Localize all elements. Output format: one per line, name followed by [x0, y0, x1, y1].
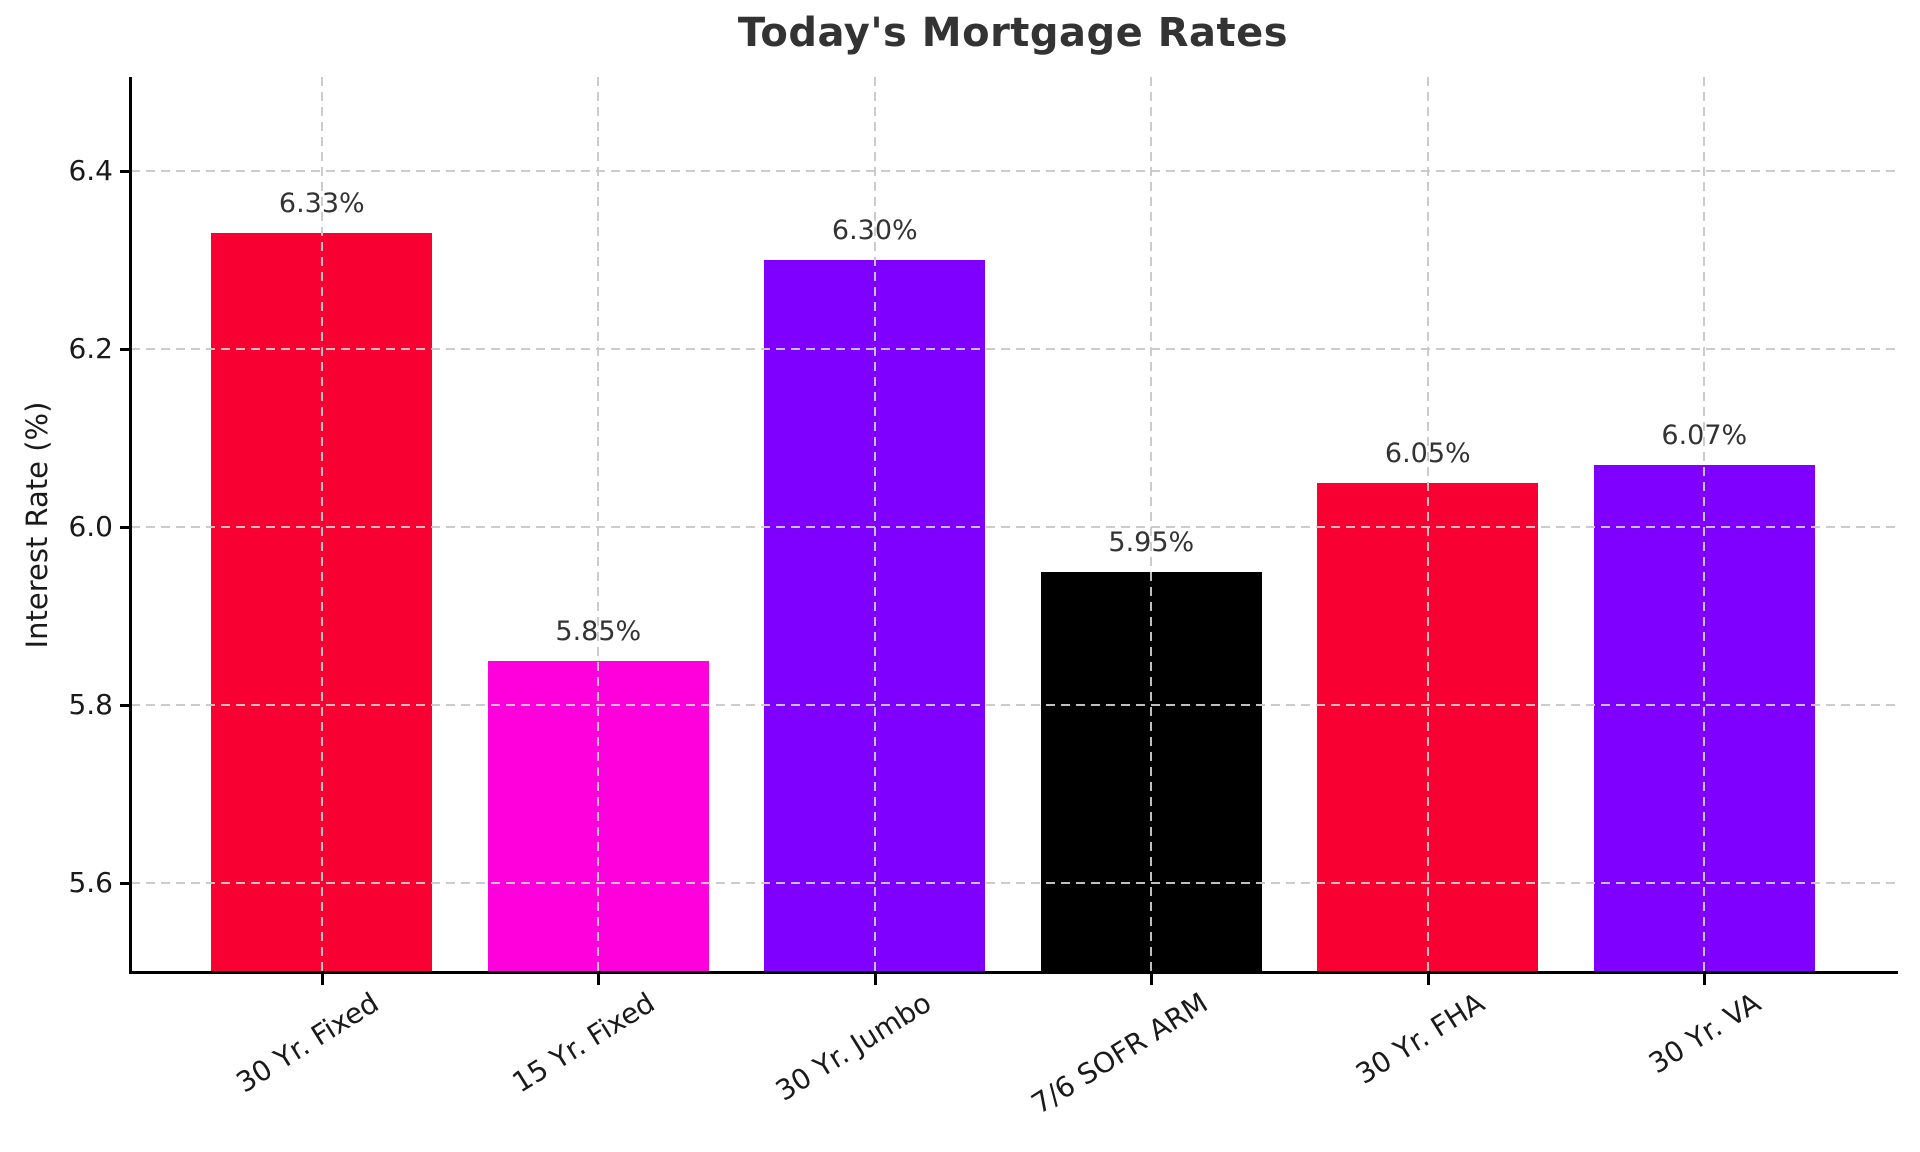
y-tick-label: 5.6 [68, 866, 113, 899]
bar-value-label: 6.33% [278, 188, 365, 220]
x-tick-label: 30 Yr. FHA [1350, 986, 1491, 1091]
v-gridline [597, 77, 600, 972]
x-tick-mark [873, 974, 877, 985]
bar-value-label: 5.85% [555, 615, 642, 647]
x-tick-mark [597, 974, 601, 985]
x-tick-mark [320, 974, 324, 985]
h-gridline [131, 704, 1895, 706]
v-gridline [873, 77, 876, 972]
v-gridline [1426, 77, 1429, 972]
x-tick-label: 30 Yr. Fixed [230, 986, 385, 1100]
y-axis-spine [129, 77, 132, 974]
x-tick-label: 15 Yr. Fixed [506, 986, 661, 1100]
x-tick-mark [1426, 974, 1430, 985]
y-tick-label: 6.0 [68, 510, 113, 543]
x-axis-spine [129, 971, 1898, 974]
bar-value-label: 6.05% [1384, 437, 1471, 469]
h-gridline [131, 526, 1895, 528]
y-tick-label: 6.4 [68, 154, 113, 187]
bar-value-label: 6.07% [1661, 419, 1748, 451]
bar-value-label: 6.30% [831, 215, 918, 246]
y-tick-mark [120, 526, 131, 529]
bar-value-label: 5.95% [1108, 526, 1195, 558]
y-tick-mark [120, 348, 131, 351]
h-gridline [131, 170, 1895, 172]
x-tick-label: 30 Yr. VA [1643, 986, 1767, 1081]
h-gridline [131, 348, 1895, 350]
v-gridline [320, 77, 323, 972]
x-tick-mark [1150, 974, 1154, 985]
h-gridline [131, 882, 1895, 884]
y-tick-label: 6.2 [68, 332, 113, 365]
x-tick-mark [1703, 974, 1707, 985]
y-tick-mark [120, 170, 131, 173]
chart-title: Today's Mortgage Rates [737, 10, 1289, 56]
y-tick-mark [120, 704, 131, 707]
x-tick-label: 30 Yr. Jumbo [770, 986, 938, 1108]
x-tick-label: 7/6 SOFR ARM [1025, 986, 1214, 1121]
y-tick-label: 5.8 [68, 688, 113, 721]
y-tick-mark [120, 882, 131, 885]
v-gridline [1703, 77, 1706, 972]
v-gridline [1150, 77, 1153, 972]
